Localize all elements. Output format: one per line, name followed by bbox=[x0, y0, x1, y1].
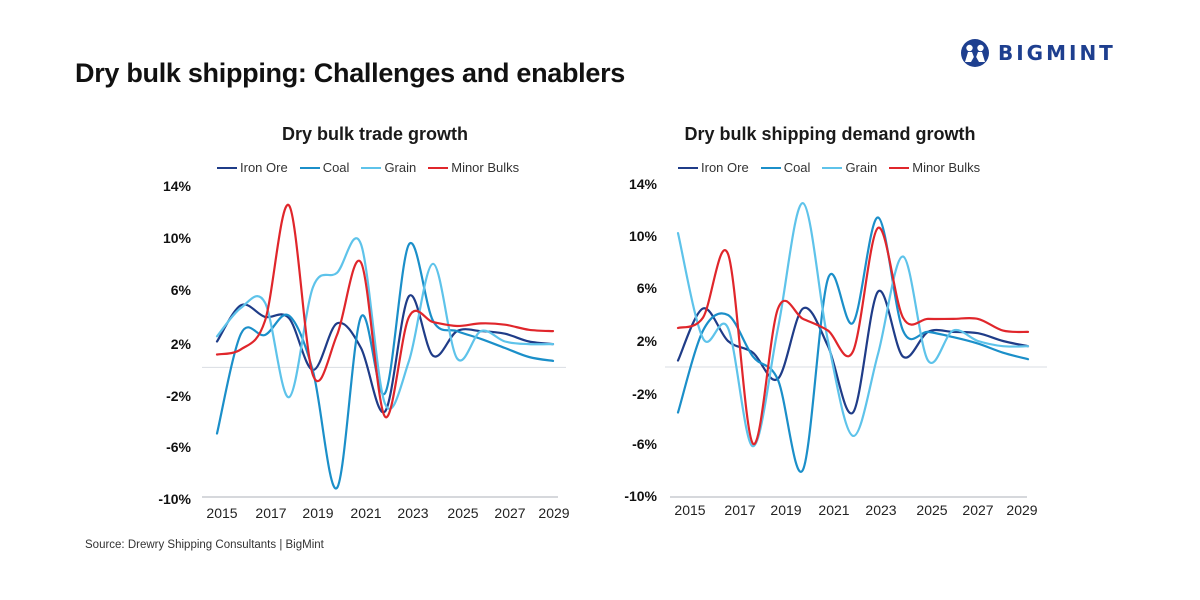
legend-trade-growth: Iron Ore Coal Grain Minor Bulks bbox=[217, 160, 531, 175]
legend-label: Iron Ore bbox=[240, 160, 288, 175]
x-tick-label: 2017 bbox=[255, 505, 287, 521]
y-tick-label: 10% bbox=[162, 230, 191, 246]
y-tick-label: -10% bbox=[624, 488, 657, 504]
legend-item-coal: Coal bbox=[760, 160, 811, 175]
legend-label: Minor Bulks bbox=[912, 160, 981, 175]
series-line-coal bbox=[676, 216, 1030, 473]
series-line-grain bbox=[676, 202, 1030, 448]
legend-item-coal: Coal bbox=[299, 160, 350, 175]
legend-label: Minor Bulks bbox=[451, 160, 520, 175]
y-tick-label: 14% bbox=[162, 178, 191, 194]
legend-label: Grain bbox=[384, 160, 417, 175]
legend-item-iron-ore: Iron Ore bbox=[678, 160, 749, 175]
legend-item-grain: Grain bbox=[361, 160, 416, 175]
x-tick-label: 2019 bbox=[302, 505, 334, 521]
x-tick-label: 2015 bbox=[674, 502, 706, 518]
x-tick-label: 2023 bbox=[397, 505, 429, 521]
x-tick-label: 2021 bbox=[350, 505, 382, 521]
y-tick-label: -10% bbox=[158, 491, 191, 507]
y-tick-label: -6% bbox=[166, 439, 191, 455]
series-line-minor-bulks bbox=[676, 226, 1030, 445]
x-tick-label: 2025 bbox=[916, 502, 948, 518]
legend-item-minor-bulks: Minor Bulks bbox=[428, 160, 519, 175]
page-title: Dry bulk shipping: Challenges and enable… bbox=[75, 58, 626, 88]
bigmint-logo: BIGMINT bbox=[960, 38, 1116, 68]
x-tick-label: 2027 bbox=[962, 502, 994, 518]
bigmint-logo-text: BIGMINT bbox=[998, 41, 1116, 65]
y-tick-label: 2% bbox=[170, 336, 191, 352]
legend-demand-growth: Iron Ore Coal Grain Minor Bulks bbox=[678, 160, 992, 175]
x-tick-label: 2019 bbox=[770, 502, 802, 518]
legend-label: Iron Ore bbox=[701, 160, 749, 175]
y-tick-label: 6% bbox=[636, 280, 657, 296]
chart-title-demand-growth: Dry bulk shipping demand growth bbox=[684, 124, 976, 144]
series-line-grain bbox=[215, 237, 555, 411]
legend-swatch-coal bbox=[760, 166, 781, 169]
legend-swatch-minor-bulks bbox=[889, 166, 910, 169]
bigmint-logo-icon bbox=[961, 39, 989, 67]
x-tick-label: 2023 bbox=[865, 502, 897, 518]
y-tick-label: 10% bbox=[628, 228, 657, 244]
y-tick-label: 2% bbox=[636, 333, 657, 349]
y-tick-label: -6% bbox=[632, 436, 657, 452]
y-tick-label: -2% bbox=[632, 386, 657, 402]
x-tick-label: 2029 bbox=[1006, 502, 1038, 518]
x-tick-label: 2027 bbox=[494, 505, 526, 521]
x-tick-label: 2029 bbox=[538, 505, 570, 521]
y-tick-label: 6% bbox=[170, 282, 191, 298]
legend-swatch-grain bbox=[822, 166, 843, 169]
y-tick-label: -2% bbox=[166, 388, 191, 404]
chart-demand-growth bbox=[665, 202, 1047, 498]
source-note: Source: Drewry Shipping Consultants | Bi… bbox=[85, 539, 324, 551]
x-tick-label: 2021 bbox=[818, 502, 850, 518]
legend-label: Coal bbox=[783, 160, 811, 175]
legend-swatch-iron-ore bbox=[678, 166, 698, 169]
legend-swatch-coal bbox=[299, 166, 320, 169]
y-tick-label: 14% bbox=[628, 176, 657, 192]
chart-title-trade-growth: Dry bulk trade growth bbox=[281, 124, 469, 144]
legend-label: Grain bbox=[845, 160, 878, 175]
series-line-coal bbox=[215, 241, 555, 490]
legend-item-minor-bulks: Minor Bulks bbox=[889, 160, 980, 175]
x-tick-label: 2015 bbox=[206, 505, 238, 521]
legend-item-grain: Grain bbox=[822, 160, 877, 175]
legend-swatch-grain bbox=[361, 166, 382, 169]
legend-swatch-minor-bulks bbox=[428, 166, 449, 169]
legend-item-iron-ore: Iron Ore bbox=[217, 160, 288, 175]
legend-label: Coal bbox=[322, 160, 350, 175]
chart-trade-growth bbox=[202, 204, 566, 498]
legend-swatch-iron-ore bbox=[217, 166, 237, 169]
series-line-minor-bulks bbox=[215, 204, 555, 419]
x-tick-label: 2017 bbox=[724, 502, 756, 518]
x-tick-label: 2025 bbox=[447, 505, 479, 521]
